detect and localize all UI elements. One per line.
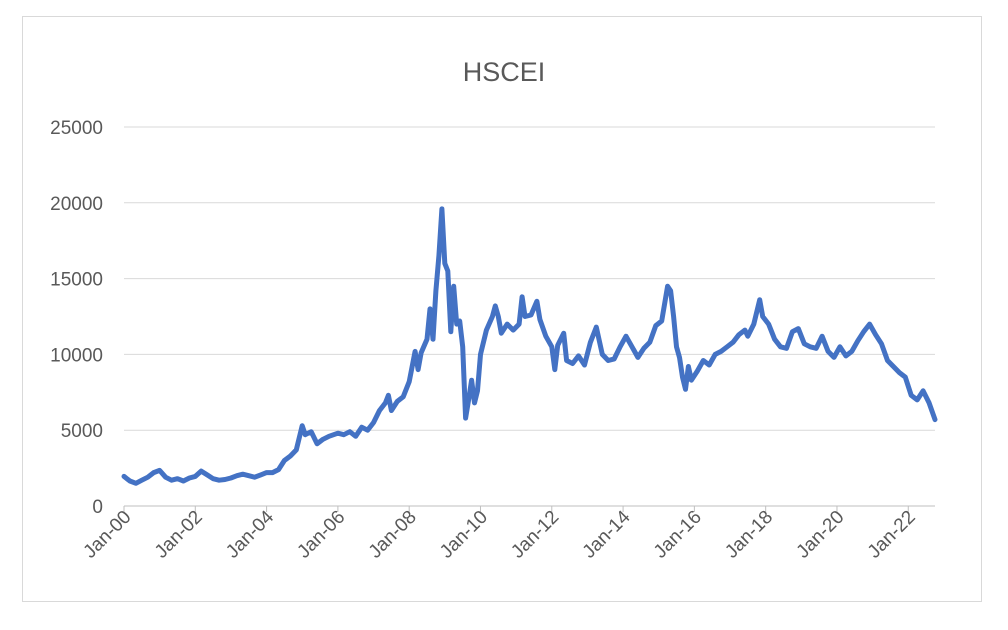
y-tick-label: 15000 <box>50 270 103 291</box>
x-tick-label: Jan-04 <box>222 506 278 562</box>
x-tick-label: Jan-08 <box>365 507 421 563</box>
y-tick-label: 5000 <box>61 421 103 442</box>
x-tick-label: Jan-16 <box>650 507 706 563</box>
x-tick-label: Jan-20 <box>793 507 849 563</box>
y-tick-label: 10000 <box>50 345 103 366</box>
line-chart: HSCEI 0 5000 10000 15000 20000 25000 Jan-00 Ja… <box>50 57 938 563</box>
x-tick-label: Jan-02 <box>151 507 207 563</box>
chart-frame: HSCEI 0 5000 10000 15000 20000 25000 Jan-00 Ja… <box>22 16 982 602</box>
x-tick-label: Jan-00 <box>80 507 136 563</box>
y-tick-label: 25000 <box>50 118 103 139</box>
x-tick-label: Jan-18 <box>721 507 777 563</box>
x-tick-label: Jan-10 <box>436 507 492 563</box>
x-tick-label: Jan-06 <box>293 507 349 563</box>
chart-title: HSCEI <box>463 57 546 87</box>
series-line <box>121 206 938 486</box>
x-tick-label: Jan-12 <box>507 507 563 563</box>
x-tick-label: Jan-22 <box>864 507 920 563</box>
y-tick-label: 0 <box>92 497 103 518</box>
x-tick-label: Jan-14 <box>579 506 635 562</box>
y-tick-label: 20000 <box>50 194 103 215</box>
